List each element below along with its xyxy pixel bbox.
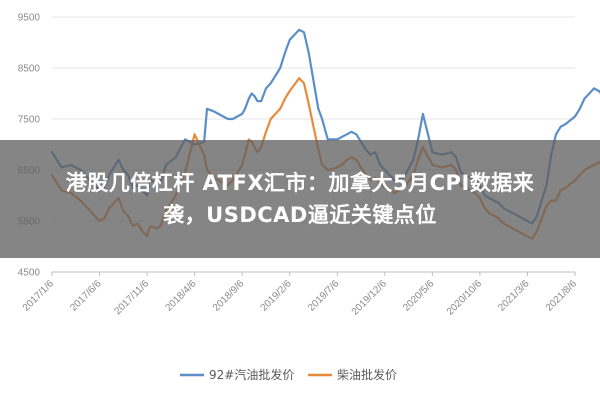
headline-banner: 港股几倍杠杆 ATFX汇市：加拿大5月CPI数据来 袭，USDCAD逼近关键点位 (0, 140, 600, 258)
legend: 92#汽油批发价 柴油批发价 (180, 367, 397, 382)
x-tick-label: 2020/5/6 (401, 278, 437, 314)
x-tick-label: 2019/12/6 (350, 278, 390, 318)
y-tick-label: 9500 (18, 13, 41, 24)
legend-label-gasoline: 92#汽油批发价 (209, 367, 294, 382)
legend-label-diesel: 柴油批发价 (337, 367, 397, 382)
x-tick-label: 2017/6/6 (68, 278, 104, 314)
x-tick-label: 2019/2/6 (259, 278, 295, 314)
y-tick-label: 4500 (18, 268, 41, 279)
x-tick-label: 2021/8/6 (544, 278, 580, 314)
x-tick-label: 2018/4/6 (163, 278, 199, 314)
x-tick-label: 2019/7/6 (306, 278, 342, 314)
x-tick-label: 2017/1/6 (21, 278, 57, 314)
y-tick-label: 8500 (18, 64, 41, 75)
x-tick-label: 2020/10/6 (445, 278, 485, 318)
headline-line-2: 袭，USDCAD逼近关键点位 (163, 203, 437, 227)
x-axis-ticks: 2017/1/6 2017/6/6 2017/11/6 2018/4/6 2018/9/… (21, 272, 580, 318)
x-tick-label: 2018/9/6 (211, 278, 247, 314)
y-tick-label: 7500 (18, 115, 41, 126)
headline-line-1: 港股几倍杠杆 ATFX汇市：加拿大5月CPI数据来 (65, 171, 535, 195)
x-tick-label: 2017/11/6 (112, 278, 151, 317)
x-tick-label: 2021/3/6 (496, 278, 532, 314)
